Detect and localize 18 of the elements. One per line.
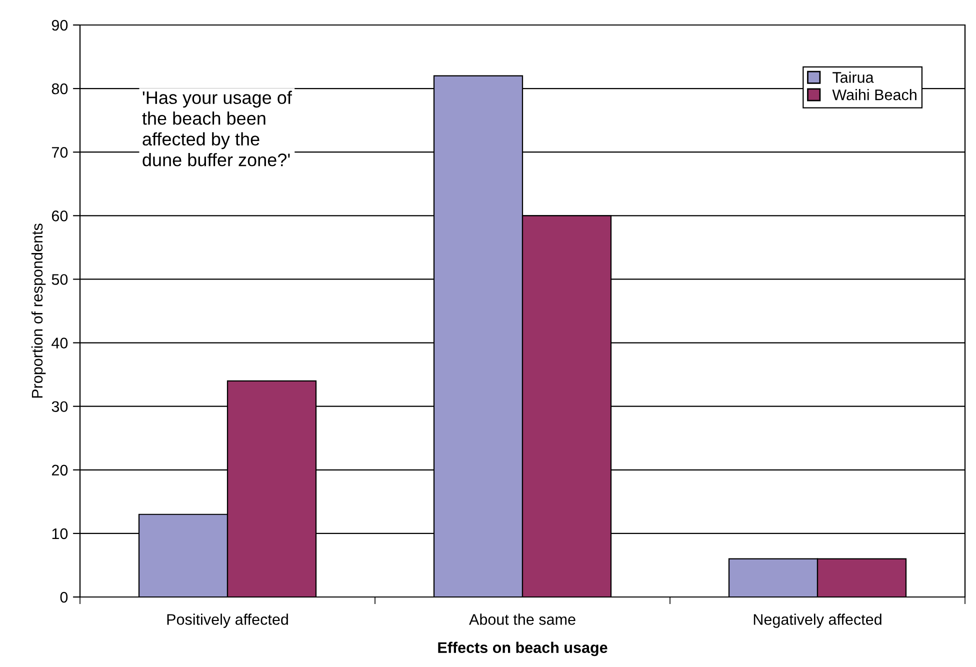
y-tick-label: 0 [60, 592, 68, 603]
legend-label: Tairua [832, 72, 874, 83]
y-tick-label: 60 [52, 210, 68, 222]
legend-label: Waihi Beach [832, 89, 916, 100]
y-tick-label: 80 [52, 83, 68, 94]
y-tick-label: 30 [52, 401, 68, 412]
x-tick-label: About the same [469, 614, 576, 625]
y-tick-label: 70 [52, 146, 68, 158]
x-tick-label: Negatively affected [754, 614, 882, 628]
y-tick-label: 40 [52, 338, 68, 348]
y-tick-label: 10 [52, 528, 68, 540]
annotation: 'Has your usage of the beach been affected by the dune buffer zone?' [142, 90, 292, 166]
x-tick-label: Positively affected [167, 614, 288, 628]
y-tick-label: 50 [52, 274, 68, 285]
y-tick-label: 20 [52, 464, 68, 476]
x-axis-title: Effects on beach usage [438, 642, 608, 656]
y-axis-title: Proportion of respondents [31, 224, 46, 398]
y-tick-label: 90 [52, 20, 68, 31]
